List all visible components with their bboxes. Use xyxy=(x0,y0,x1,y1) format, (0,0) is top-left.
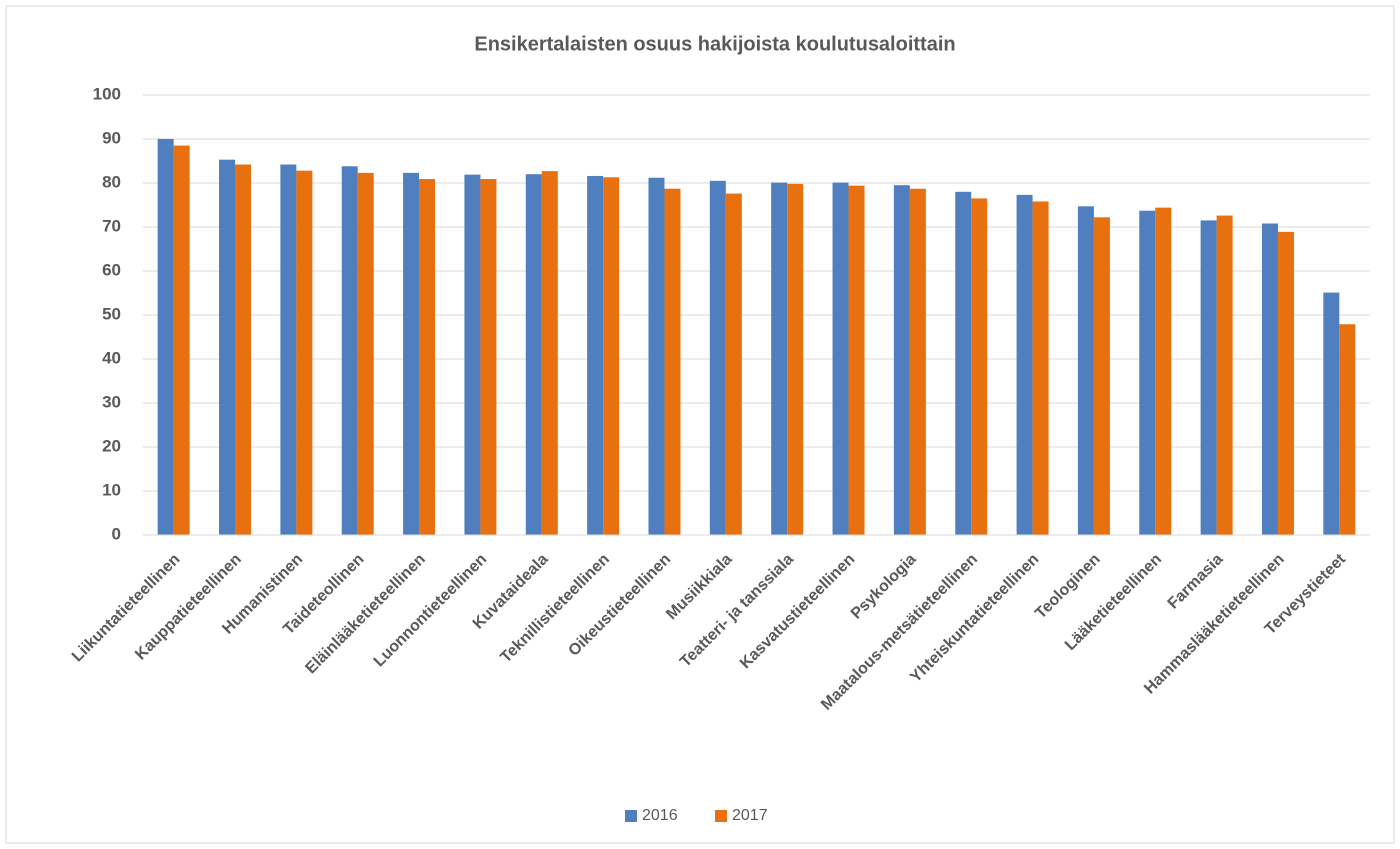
bar xyxy=(909,188,926,535)
bar xyxy=(419,179,436,536)
y-tick-label: 20 xyxy=(102,436,121,455)
bar xyxy=(1032,201,1049,536)
bar xyxy=(971,198,988,535)
bar xyxy=(1339,324,1356,535)
bar xyxy=(725,193,742,535)
bar xyxy=(1261,223,1278,536)
y-tick-label: 30 xyxy=(102,392,121,411)
bar xyxy=(603,177,620,535)
bar xyxy=(1277,231,1294,535)
bar xyxy=(280,164,297,535)
bar xyxy=(341,166,358,535)
bar xyxy=(1200,220,1217,535)
bar xyxy=(955,191,972,536)
bar xyxy=(480,179,497,536)
bar xyxy=(1093,217,1110,535)
y-tick-label: 0 xyxy=(112,524,121,543)
chart-title: Ensikertalaisten osuus hakijoista koulut… xyxy=(474,33,955,55)
bar xyxy=(541,171,558,535)
y-tick-label: 90 xyxy=(102,128,121,147)
legend-label: 2016 xyxy=(642,807,678,824)
y-tick-label: 100 xyxy=(93,84,121,103)
bar xyxy=(464,174,481,535)
bar xyxy=(296,170,313,535)
bar xyxy=(1323,292,1340,535)
bar xyxy=(357,172,374,535)
y-tick-label: 40 xyxy=(102,348,121,367)
bar xyxy=(219,159,236,535)
bar xyxy=(173,145,190,535)
bar xyxy=(664,188,681,535)
y-tick-label: 10 xyxy=(102,480,121,499)
bar xyxy=(832,182,849,535)
bar xyxy=(709,180,726,536)
bar xyxy=(1016,194,1033,535)
y-tick-label: 50 xyxy=(102,304,121,323)
y-tick-label: 70 xyxy=(102,216,121,235)
bar xyxy=(771,182,788,535)
bar xyxy=(787,183,804,535)
bar xyxy=(648,177,665,535)
bar xyxy=(893,185,910,535)
bar xyxy=(848,185,865,535)
bar xyxy=(1155,207,1172,535)
y-tick-label: 80 xyxy=(102,172,121,191)
bar xyxy=(157,139,174,535)
bar xyxy=(1077,206,1094,535)
y-tick-label: 60 xyxy=(102,260,121,279)
bar xyxy=(235,164,252,535)
chart-border xyxy=(5,5,1395,844)
bar xyxy=(1139,210,1156,535)
bar xyxy=(525,174,542,535)
bar xyxy=(403,172,420,535)
legend-label: 2017 xyxy=(732,807,768,824)
bar xyxy=(1216,215,1233,535)
legend-swatch xyxy=(715,810,727,822)
legend-swatch xyxy=(625,810,637,822)
bar xyxy=(587,175,604,535)
